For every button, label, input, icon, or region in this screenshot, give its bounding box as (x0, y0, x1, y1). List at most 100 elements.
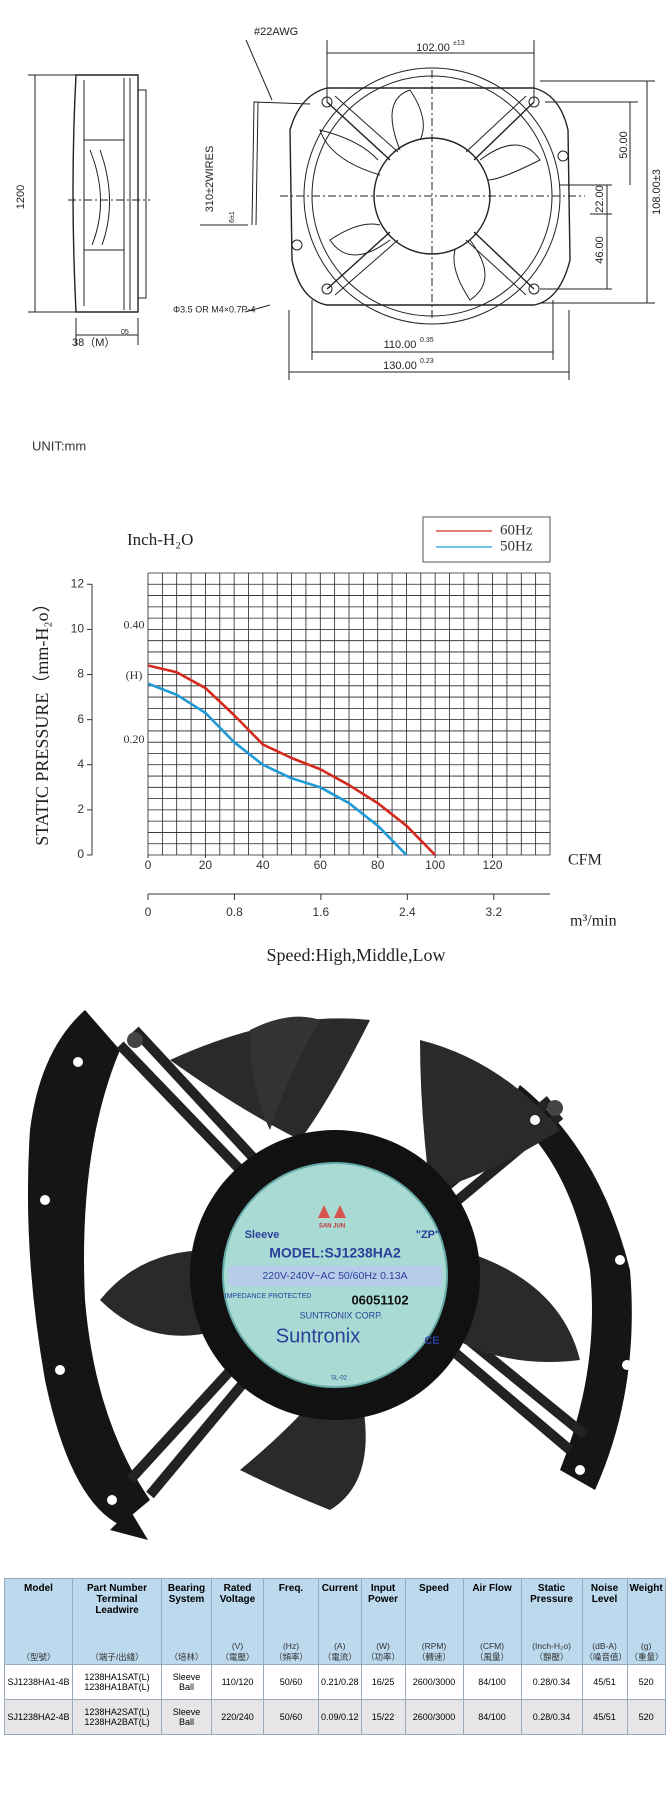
table-cell: 50/60 (263, 1699, 319, 1735)
table-cell: Sleeve Ball (161, 1699, 212, 1735)
header-title: Current (321, 1583, 358, 1594)
fan-label: 220V-240V~AC 50/60Hz 0.13A (262, 1270, 407, 1282)
table-cell: 84/100 (462, 1664, 522, 1700)
header-box: Bearing System （培林） (164, 1580, 209, 1664)
fan-label: 06051102 (351, 1292, 408, 1307)
header-title: Input Power (368, 1583, 399, 1605)
x-tick-label: 100 (425, 858, 445, 872)
header-zh: （電流） (322, 1652, 357, 1662)
cell-line: SJ1238HA1-4B (7, 1677, 70, 1687)
header-zh: （風量） (475, 1652, 510, 1662)
cell-line: 45/51 (593, 1677, 616, 1687)
cell-line: 2600/3000 (412, 1712, 456, 1722)
header-low: (Inch-H₂o) （靜壓） (524, 1641, 580, 1663)
cell-line: Ball (178, 1682, 194, 1692)
header-title: Weight (629, 1583, 663, 1594)
chart: 0 2 4 6 8 10 12 0.20 0.40 0 20 40 60 80 100 120 0 0.8 1.6 2… (32, 516, 617, 965)
header-title: Air Flow (472, 1583, 512, 1594)
fan-label: MODEL:SJ1238HA2 (269, 1245, 401, 1261)
dim-label: 310±2WIRES (204, 146, 216, 213)
fan-photo (27, 1010, 632, 1540)
header-zh: （頻率） (273, 1652, 308, 1662)
header-box: Input Power (W) （功率） (364, 1580, 403, 1664)
cell-line: Ball (178, 1717, 194, 1727)
cell-line: 1238HA1BAT(L) (84, 1682, 150, 1692)
dim-label: 110.00 (384, 339, 417, 351)
header-title: Static Pressure (530, 1583, 573, 1605)
header-cell: Model （型號） (4, 1578, 73, 1665)
y2-axis-label: Inch-H₂O (127, 530, 193, 549)
header-zh: （培林） (169, 1652, 204, 1662)
table-row: SJ1238HA2-4B 1238HA2SAT(L) 1238HA2BAT(L) Sl… (4, 1699, 666, 1735)
table-cell: 520 (626, 1699, 666, 1735)
y-tick-label: 10 (71, 622, 85, 636)
table-cell: 520 (626, 1664, 666, 1700)
header-box: Noise Level (dB-A) （噪音值） (584, 1580, 628, 1664)
cell-line: 45/51 (593, 1712, 616, 1722)
fan-label: Sleeve (245, 1229, 280, 1241)
header-cell: Air Flow (CFM) （風量） (462, 1578, 522, 1665)
header-box: Part Number Terminal Leadwire （端子/出綫） (75, 1580, 159, 1664)
x2-tick-label: 3.2 (485, 905, 502, 919)
header-cell: Part Number Terminal Leadwire （端子/出綫） (72, 1578, 162, 1665)
table-cell: 2600/3000 (404, 1664, 464, 1700)
header-unit: (dB-A) (592, 1641, 617, 1651)
header-title: Freq. (278, 1583, 304, 1594)
table-cell: 0.21/0.28 (318, 1664, 362, 1700)
y-tick-label: 2 (77, 802, 84, 816)
header-cell: Noise Level (dB-A) （噪音值） (581, 1578, 628, 1665)
dim-tolerance: 0.23 (420, 358, 434, 365)
table-cell: 50/60 (263, 1664, 319, 1700)
header-unit: (RPM) (421, 1641, 447, 1651)
table-row: SJ1238HA1-4B 1238HA1SAT(L) 1238HA1BAT(L) Sl… (4, 1664, 666, 1700)
cell-line: SJ1238HA2-4B (7, 1712, 70, 1722)
header-low: (g) （重量） (630, 1641, 664, 1663)
cell-line: 84/100 (478, 1712, 506, 1722)
x2-axis-label: m³/min (570, 913, 617, 930)
x-tick-label: 120 (483, 858, 503, 872)
header-zh: （靜壓） (534, 1652, 569, 1662)
cell-line: 84/100 (478, 1677, 506, 1687)
header-zh: （噪音值） (584, 1652, 628, 1662)
x-tick-label: 60 (314, 858, 328, 872)
cell-line: 1238HA2BAT(L) (84, 1717, 150, 1727)
header-box: Current (A) （電流） (321, 1580, 359, 1664)
dim-tolerance: 0.35 (420, 337, 434, 344)
dim-label: 38（M） (72, 336, 115, 349)
dim-tolerance: 05 (121, 329, 129, 336)
header-unit: (CFM) (480, 1641, 505, 1651)
header-zh: （功率） (366, 1652, 401, 1662)
table-cell: 45/51 (581, 1699, 628, 1735)
cell-line: Sleeve (172, 1707, 201, 1717)
y-tick-label: 12 (71, 576, 85, 590)
dim-label: #22AWG (254, 26, 298, 38)
header-low: (W) （功率） (364, 1641, 403, 1663)
fan-label: Suntronix (276, 1325, 361, 1347)
dim-label: 130.00 (383, 360, 417, 372)
header-unit: (A) (334, 1641, 346, 1651)
header-box: Weight (g) （重量） (629, 1580, 664, 1664)
header-box: Speed (RPM) （轉速） (408, 1580, 461, 1664)
y-tick-label: 0 (77, 847, 84, 861)
table-cell: SJ1238HA1-4B (4, 1664, 73, 1700)
table-cell: 2600/3000 (404, 1699, 464, 1735)
dim-label: 102.00 (416, 42, 450, 54)
header-cell: Current (A) （電流） (318, 1578, 362, 1665)
header-low: （端子/出綫） (75, 1651, 159, 1663)
header-zh: （型號） (21, 1652, 56, 1662)
fan-label: SL-02 (331, 1376, 348, 1382)
table-cell: 45/51 (581, 1664, 628, 1700)
table-cell: 220/240 (211, 1699, 264, 1735)
x2-tick-label: 2.4 (399, 905, 416, 919)
table-cell: 16/25 (360, 1664, 406, 1700)
header-unit: (V) (231, 1641, 244, 1651)
table-cell: Sleeve Ball (161, 1664, 212, 1700)
x-tick-label: 20 (199, 858, 213, 872)
x2-tick-label: 1.6 (313, 905, 330, 919)
table-cell: 0.09/0.12 (318, 1699, 362, 1735)
fan-label: SAN JUN (319, 1224, 345, 1230)
x-tick-label: 40 (256, 858, 270, 872)
header-zh: （轉速） (417, 1652, 452, 1662)
legend-box (422, 516, 551, 563)
cell-line: 0.28/0.34 (532, 1712, 571, 1722)
